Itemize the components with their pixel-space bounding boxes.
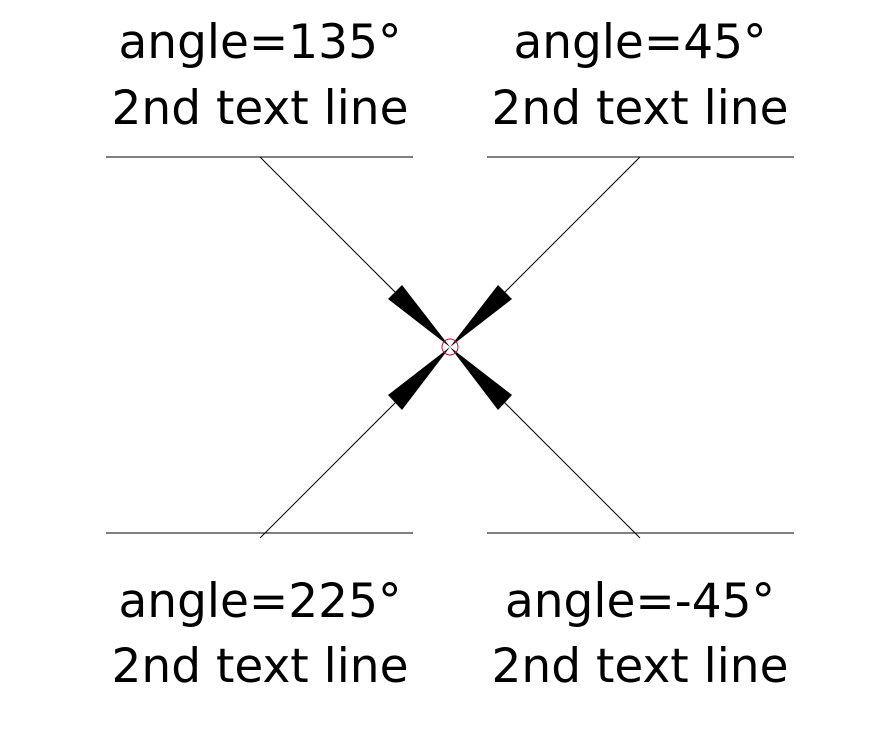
leader-225-second-line: 2nd text line bbox=[112, 639, 409, 694]
leader-45-arrowhead bbox=[450, 285, 512, 347]
leader-group-225: angle=225° 2nd text line bbox=[106, 347, 450, 694]
leader-group-135: angle=135° 2nd text line bbox=[106, 15, 450, 347]
leader-135-angle-label: angle=135° bbox=[119, 15, 402, 70]
leader-225-angle-label: angle=225° bbox=[119, 574, 402, 629]
leader-neg45-angle-label: angle=-45° bbox=[505, 574, 775, 629]
leader-neg45-second-line: 2nd text line bbox=[492, 639, 789, 694]
center-point-marker bbox=[441, 338, 459, 356]
leader-225-leader-line bbox=[259, 395, 403, 539]
leader-45-second-line: 2nd text line bbox=[492, 81, 789, 136]
leader-neg45-leader-line bbox=[497, 395, 641, 539]
leader-135-leader-line bbox=[259, 156, 403, 300]
leader-135-second-line: 2nd text line bbox=[112, 81, 409, 136]
leader-group-neg45: angle=-45° 2nd text line bbox=[450, 347, 794, 694]
leader-225-arrowhead bbox=[388, 347, 450, 410]
leader-neg45-arrowhead bbox=[450, 347, 512, 410]
leader-45-angle-label: angle=45° bbox=[513, 15, 766, 70]
leader-45-leader-line bbox=[497, 156, 641, 300]
leader-group-45: angle=45° 2nd text line bbox=[450, 15, 794, 347]
leader-135-arrowhead bbox=[388, 285, 450, 347]
